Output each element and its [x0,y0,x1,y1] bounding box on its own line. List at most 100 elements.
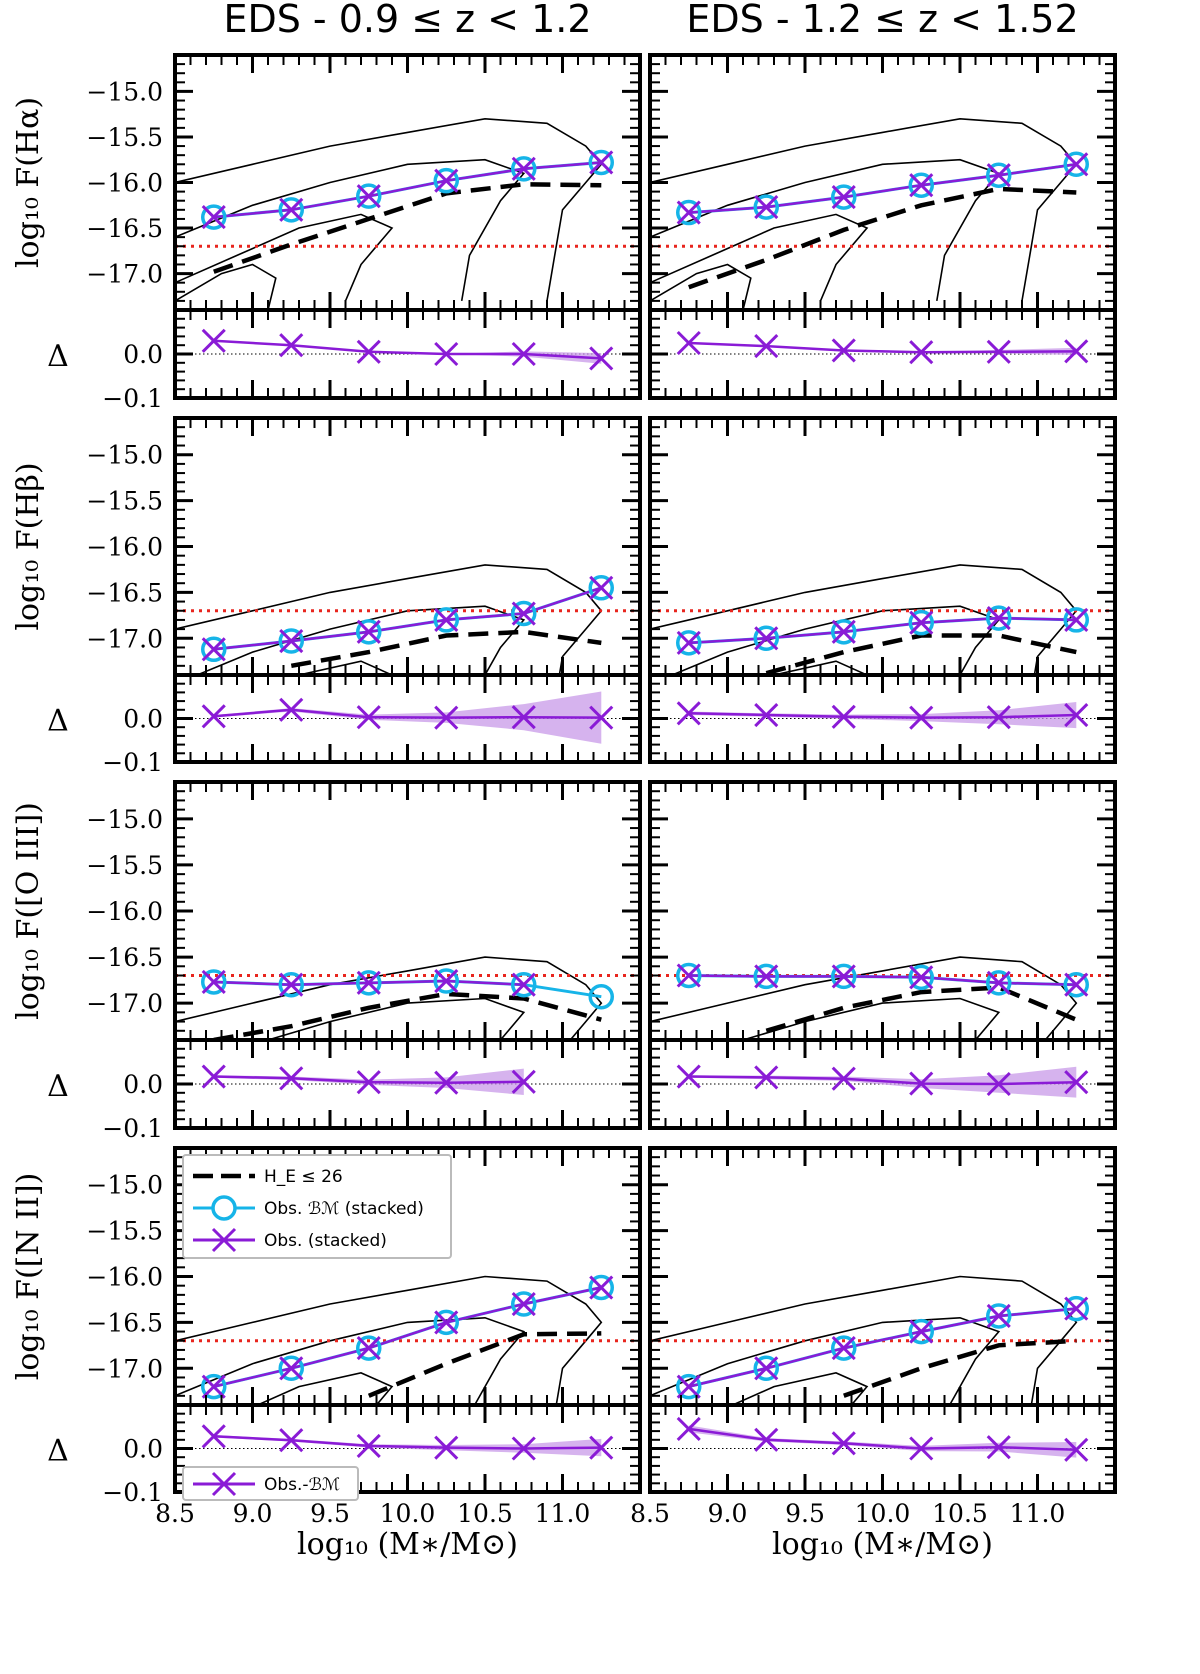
legend-box [182,1466,359,1501]
bm-stacked-point [1063,607,1089,633]
x-tick-label: 10.5 [932,1499,988,1528]
delta-point [676,330,701,356]
delta-point [511,1069,536,1094]
bm-stacked-point [1063,1295,1089,1322]
main-plot [175,956,640,1040]
bm-stacked-point [986,970,1012,996]
density-contour [650,158,1001,302]
delta-point [754,1427,779,1452]
delta-line [688,341,1077,354]
obs-stacked-point [986,163,1011,188]
obs-stacked-point [831,1336,856,1361]
bm-stacked-point [1063,151,1089,178]
bm-stacked-point [588,149,614,176]
y-axis-label: log₁₀ F([N II]) [11,1173,46,1381]
delta-tick-label: −0.1 [102,1114,163,1143]
delta-point [831,1431,856,1456]
legend-circle-swatch [211,1195,237,1221]
x-tick-label: 10.0 [855,1499,911,1528]
legend-item-3: Obs. (stacked) [193,1227,387,1253]
obs-stacked-point [1064,972,1089,997]
delta-point [279,1428,304,1453]
y-tick-label: −16.0 [86,897,163,926]
obs-stacked-point [279,1356,304,1381]
obs-stacked-point [1064,152,1089,177]
y-tick-label: −15.0 [86,805,163,834]
y-tick-label: −15.5 [86,851,163,880]
completeness-dashed-line [213,182,602,274]
delta-point [434,1435,459,1460]
bm-stacked-point [588,575,614,601]
x-tick-label: 8.5 [155,1499,195,1528]
y-tick-label: −17.0 [86,1354,163,1383]
obs-stacked-point [201,205,226,230]
obs-stacked-point [589,575,614,600]
obs-stacked-point [676,963,701,988]
obs-stacked-point [279,197,304,222]
obs-stacked-point [434,607,459,632]
bm-stacked-point [433,1309,459,1336]
obs-stacked-line [688,1307,1077,1388]
y-tick-label: −16.5 [86,943,163,972]
delta-point [909,1436,934,1461]
obs-stacked-point [201,969,226,995]
completeness-dashed-line [765,633,1077,675]
main-plot [650,117,1115,310]
column-title-2: EDS - 1.2 ≤ z < 1.52 [686,0,1078,41]
delta-tick-label: 0.0 [123,705,163,734]
bm-stacked-point [676,199,702,226]
density-contour [772,660,869,675]
delta-tick-label: −0.1 [102,1478,163,1507]
delta-tick-label: −0.1 [102,748,163,777]
bm-stacked-point [433,167,459,194]
density-contour [195,605,526,675]
obs-stacked-point [511,1291,536,1317]
delta-point [356,1070,381,1095]
density-contour [650,1275,1078,1405]
density-contour [297,660,394,675]
obs-stacked-point [676,200,701,225]
obs-stacked-point [589,150,614,175]
density-contour [650,213,869,302]
delta-plot [175,1424,640,1461]
delta-point [986,1435,1011,1460]
delta-point [589,1435,614,1460]
density-contour [175,117,603,302]
obs-stacked-point [434,968,459,994]
density-contour [740,997,1001,1040]
obs-stacked-point [511,156,536,181]
bm-stacked-point [356,183,382,209]
delta-point [434,341,459,367]
legend-label: H_E ≤ 26 [264,1167,343,1187]
legend-cross-swatch [211,1227,237,1253]
delta-point [1064,1070,1089,1095]
x-axis-label: log₁₀ (M∗/M⊙) [297,1527,518,1562]
density-contour [175,956,603,1040]
legend-delta: Obs.-ℬℳ [182,1466,359,1501]
bm-stacked-point [511,971,537,998]
bm-stacked-point [831,619,857,645]
bm-stacked-point [908,172,934,198]
main-plot [175,564,640,675]
y-axis-label: log₁₀ F([O III]) [11,802,46,1020]
delta-point [201,1064,226,1089]
obs-stacked-point [754,195,779,220]
bm-stacked-line [213,161,602,219]
bm-stacked-point [201,204,227,230]
delta-point [201,1424,226,1449]
delta-point [754,334,779,359]
bm-stacked-point [511,156,537,182]
bm-stacked-point [588,1274,614,1301]
obs-stacked-point [909,1319,934,1344]
delta-line [213,1435,602,1450]
y-tick-label: −17.0 [86,624,163,653]
bm-stacked-point [676,1373,702,1400]
density-contour [650,956,1078,1040]
delta-axis-label: Δ [47,1434,69,1469]
delta-plot [650,701,1115,730]
obs-stacked-point [511,972,536,997]
delta-point [589,346,614,371]
obs-stacked-line [688,616,1077,645]
